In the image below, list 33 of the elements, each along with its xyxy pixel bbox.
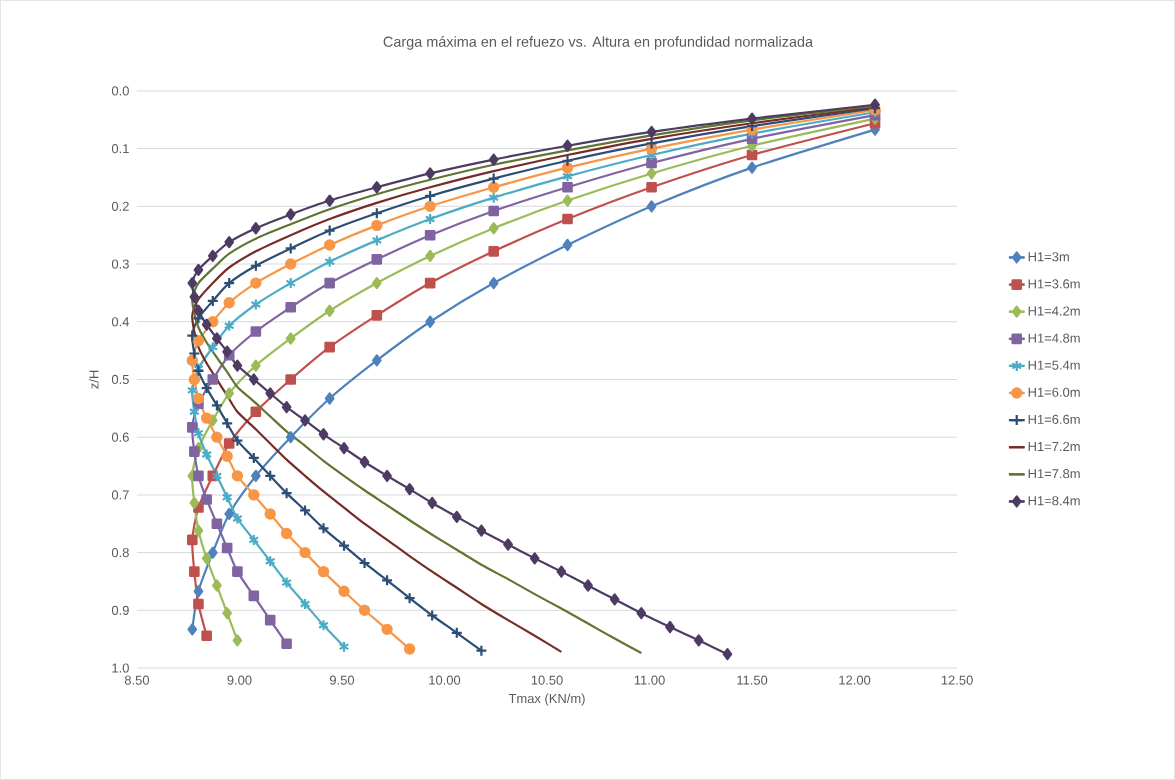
legend-label: H1=7.8m	[1028, 469, 1080, 479]
y-tick-label: 0.5	[111, 374, 129, 385]
x-tick-label: 10.00	[429, 675, 461, 685]
legend-label: H1=6.6m	[1028, 414, 1080, 425]
legend-label: H1=4.2m	[1028, 306, 1080, 316]
legend-label: H1=8.4m	[1028, 496, 1080, 506]
y-tick-label: 0.1	[111, 144, 129, 154]
y-tick-label: 0.6	[111, 432, 129, 442]
x-tick-label: 12.50	[941, 675, 973, 685]
y-tick-label: 0.7	[111, 490, 129, 500]
x-tick-label: 10.50	[531, 675, 563, 685]
y-tick-label: 0.4	[111, 317, 130, 327]
y-tick-label: 0.0	[111, 86, 129, 96]
x-tick-label: 12.00	[839, 675, 871, 685]
legend-label: H1=7.2m	[1028, 441, 1080, 452]
x-tick-label: 11.00	[634, 675, 665, 685]
y-tick-label: 1.0	[112, 663, 129, 673]
legend-label: H1=5.4m	[1028, 360, 1080, 370]
x-tick-label: 9.00	[227, 675, 252, 685]
y-tick-label: 0.8	[111, 548, 129, 558]
legend-label: H1=4.8m	[1028, 333, 1080, 343]
chart-title: Carga máxima en el refuezo vs. Altura en profundidad normalizada	[383, 36, 814, 50]
y-tick-label: 0.9	[111, 605, 129, 615]
legend-label: H1=6.0m	[1028, 387, 1080, 397]
y-tick-label: 0.2	[111, 201, 129, 211]
x-tick-label: 11.50	[737, 675, 768, 685]
x-axis-title: Tmax (KN/m)	[508, 693, 585, 706]
legend-label: H1=3m	[1028, 252, 1069, 262]
legend-label: H1=3.6m	[1028, 279, 1080, 289]
y-tick-label: 0.3	[111, 259, 129, 269]
y-axis-title: z/H	[89, 370, 99, 389]
x-tick-label: 9.50	[329, 675, 355, 685]
x-tick-label: 8.50	[124, 675, 150, 685]
